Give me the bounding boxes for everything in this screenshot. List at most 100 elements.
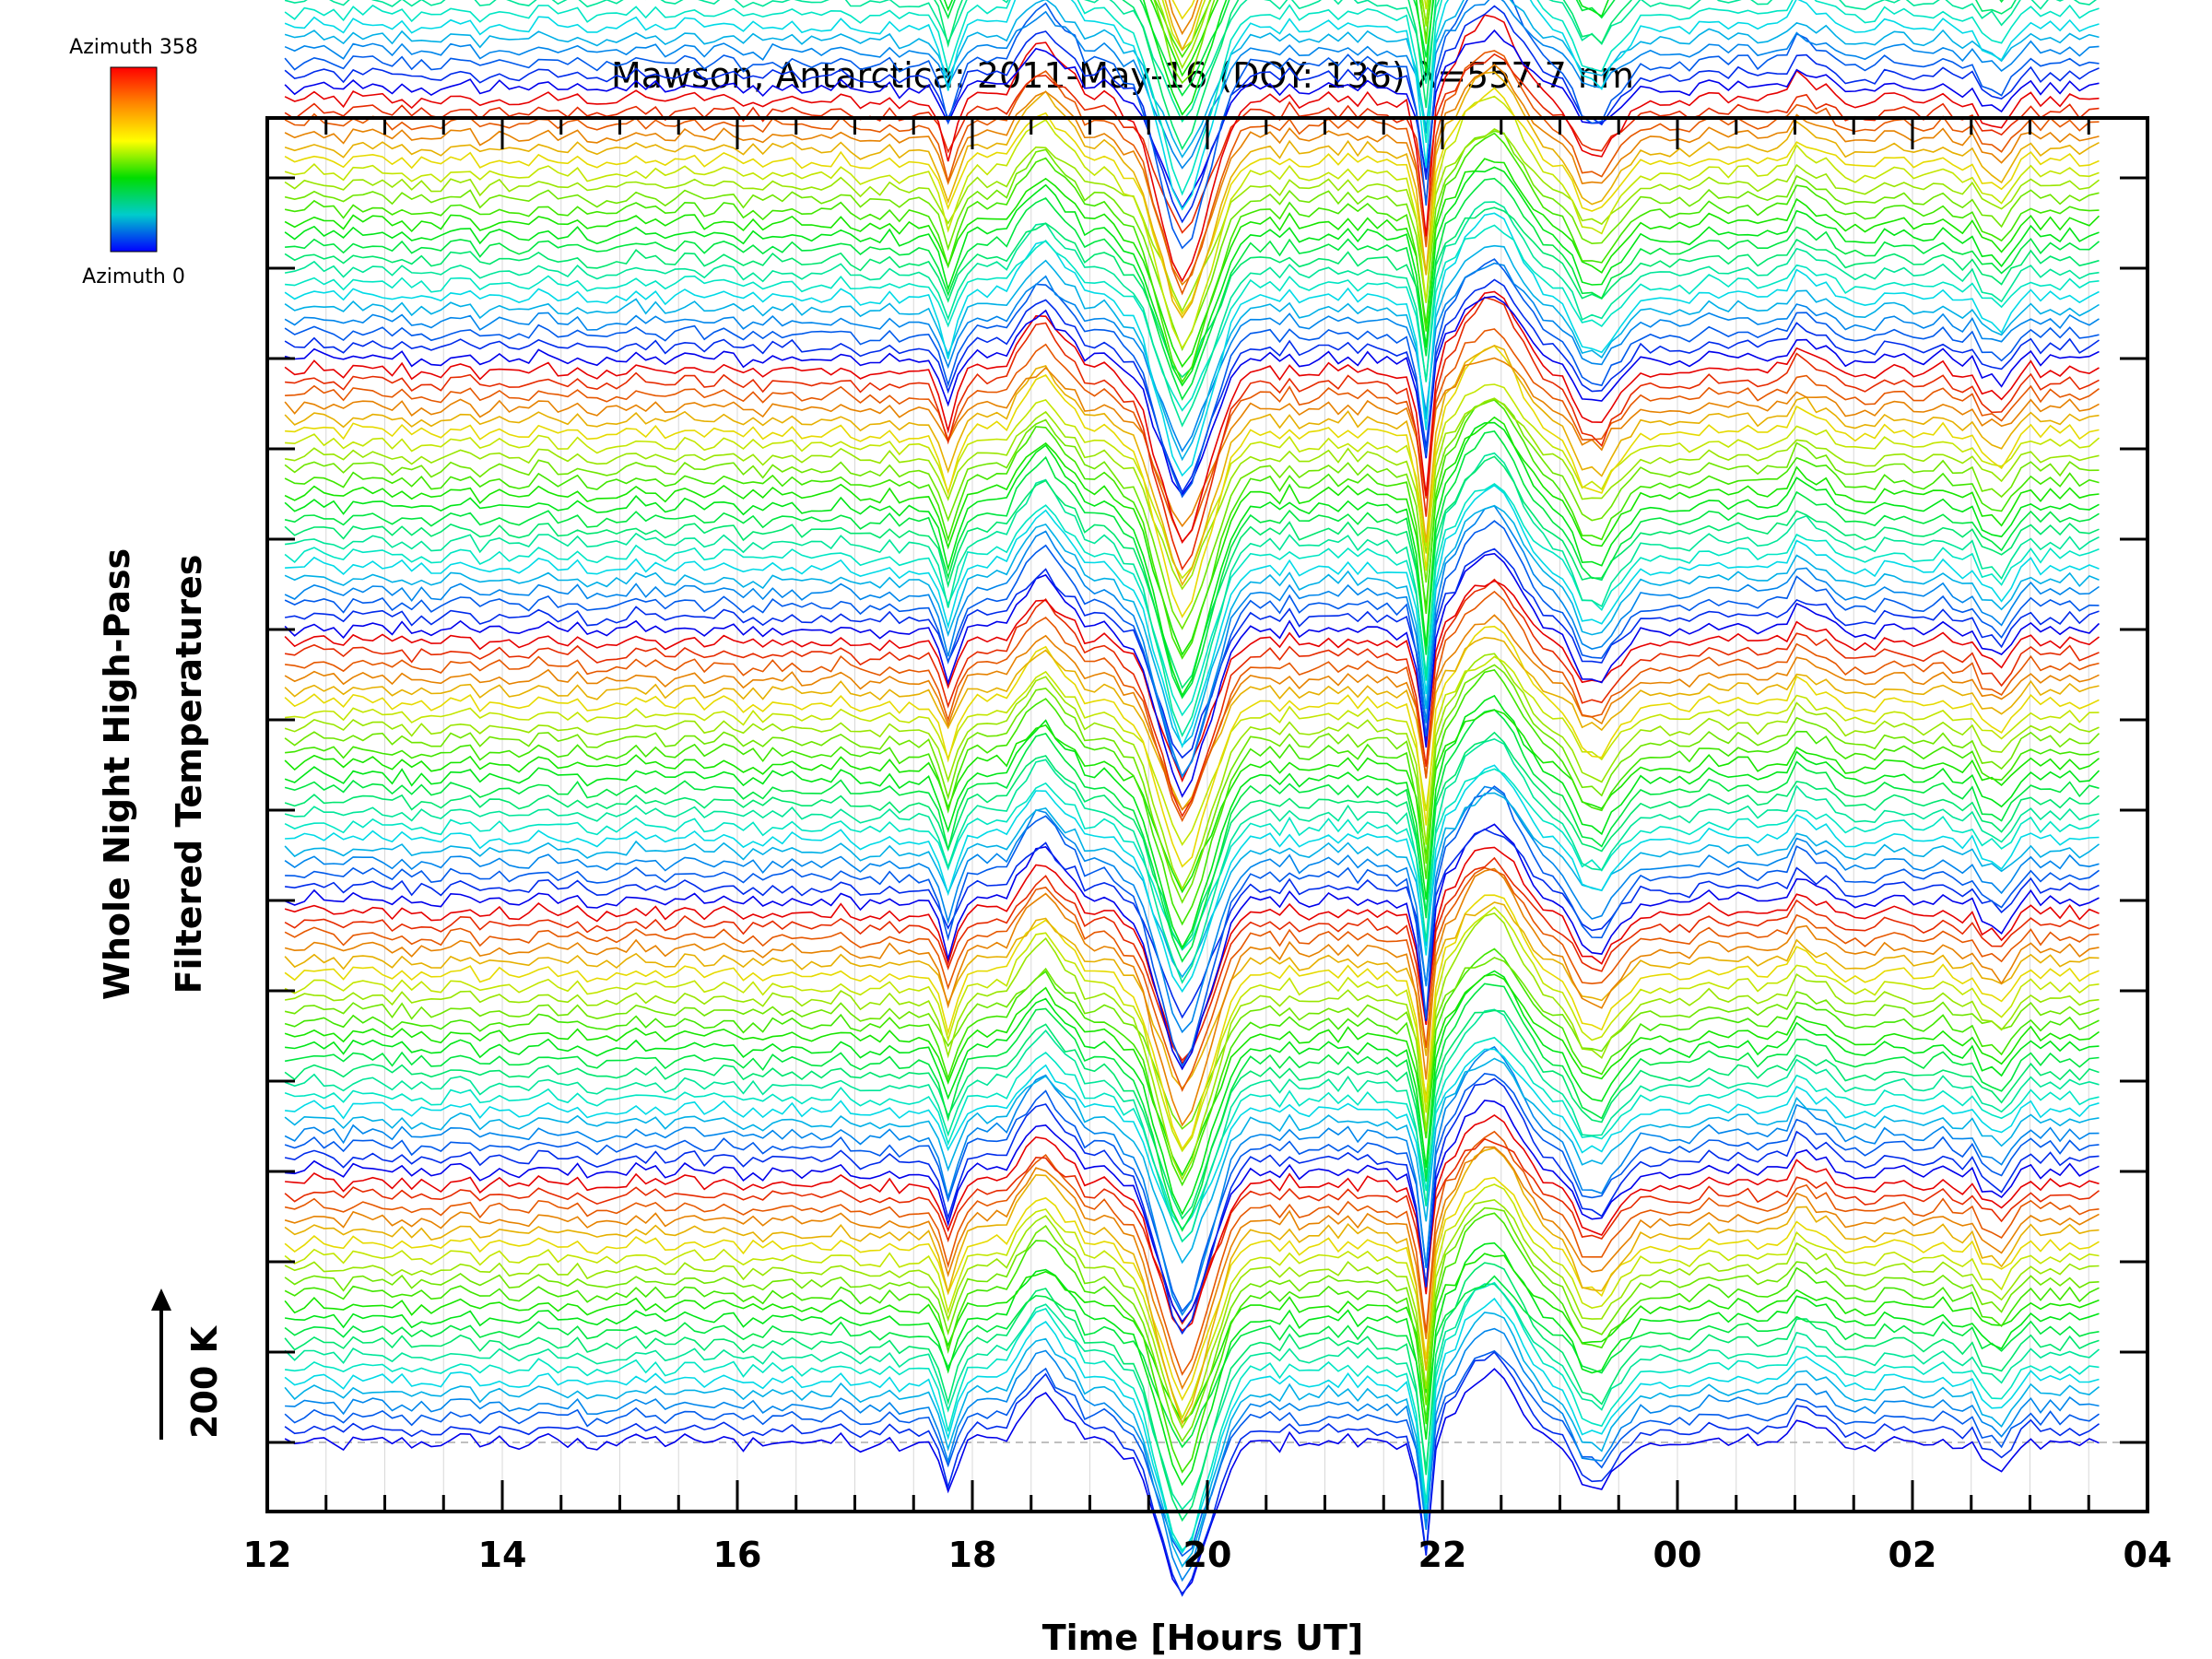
x-tick-labels: 12 14 16 18 20 22 00 02 04	[243, 1535, 2172, 1575]
trace-line	[285, 177, 2100, 401]
trace-line	[284, 1008, 2100, 1243]
trace-line	[285, 296, 2100, 571]
trace-line	[284, 1297, 2100, 1555]
trace-line	[284, 957, 2100, 1130]
trace-line	[284, 785, 2100, 1034]
trace-line	[284, 201, 2100, 428]
x-ticks	[324, 118, 2090, 1512]
trace-line	[284, 416, 2100, 656]
trace-line	[284, 64, 2100, 287]
trace-line	[284, 1212, 2100, 1474]
scale-indicator: 200 K	[151, 1288, 225, 1440]
y-axis-label-line1: Whole Night High-Pass	[97, 548, 137, 1000]
colorbar: Azimuth 358 Azimuth 0	[69, 36, 198, 288]
trace-line	[284, 982, 2100, 1232]
trace-line	[284, 709, 2100, 894]
trace-line	[284, 504, 2100, 779]
trace-line	[284, 625, 2100, 868]
scale-arrow-head	[151, 1288, 171, 1311]
trace-line	[284, 823, 2100, 1071]
trace-line	[284, 262, 2100, 453]
trace-line	[284, 1350, 2100, 1597]
trace-line	[285, 1114, 2100, 1332]
colorbar-bottom-label: Azimuth 0	[82, 265, 185, 288]
trace-line	[284, 397, 2100, 591]
trace-line	[284, 5, 2100, 224]
trace-line	[285, 655, 2100, 846]
grid	[325, 118, 2089, 1512]
trace-line	[285, 764, 2100, 994]
trace-line	[284, 132, 2100, 384]
trace-line	[284, 399, 2100, 660]
trace-line	[284, 53, 2100, 234]
trace-line	[284, 636, 2100, 812]
trace-line	[284, 1183, 2100, 1420]
trace-line	[285, 1327, 2100, 1583]
trace-line	[284, 664, 2100, 904]
trace-line	[284, 290, 2100, 544]
trace-line	[284, 1036, 2100, 1230]
trace-line	[939, 0, 2005, 97]
trace-line	[285, 345, 2100, 618]
colorbar-top-label: Azimuth 358	[69, 36, 198, 59]
trace-line	[284, 1130, 2100, 1376]
trace-line	[285, 484, 2100, 748]
trace-line	[284, 212, 2100, 477]
trace-line	[284, 1312, 2100, 1568]
trace-line	[284, 130, 2100, 351]
trace-line	[284, 421, 2100, 698]
trace-line	[284, 552, 2100, 798]
trace-line	[284, 1206, 2100, 1443]
trace-line	[284, 0, 2100, 211]
trace-line	[284, 912, 2100, 1182]
y-ticks	[267, 176, 2147, 1444]
trace-line	[284, 547, 2100, 759]
trace-line	[1164, 0, 1203, 52]
trace-line	[284, 1009, 2100, 1220]
trace-line	[284, 1077, 2100, 1335]
trace-line	[284, 1147, 2100, 1426]
trace-line	[284, 1176, 2100, 1402]
trace-line	[285, 668, 2100, 926]
trace-line	[284, 430, 2100, 700]
trace-line	[284, 768, 2100, 951]
trace-line	[284, 578, 2100, 818]
x-tick-label: 14	[478, 1535, 527, 1575]
trace-line	[284, 866, 2100, 1092]
trace-line	[285, 785, 2100, 1068]
trace-line	[284, 1198, 2100, 1430]
trace-line	[284, 973, 2100, 1177]
trace-line	[284, 894, 2100, 1151]
x-tick-label: 12	[243, 1535, 292, 1575]
trace-line	[284, 653, 2100, 891]
trace-line	[284, 128, 2100, 313]
trace-line	[934, 0, 2017, 151]
trace-line	[284, 737, 2100, 984]
trace-line	[284, 1241, 2100, 1487]
trace-line	[284, 244, 2100, 462]
trace-line	[1171, 0, 1195, 20]
trace-line	[1161, 0, 1429, 52]
trace-line	[284, 1275, 2100, 1449]
trace-line	[284, 1253, 2100, 1424]
y-axis-label-line2: Filtered Temperatures	[169, 555, 209, 994]
trace-line	[284, 1057, 2100, 1265]
trace-line	[284, 906, 2100, 1153]
trace-line	[1168, 0, 1199, 36]
x-axis-label: Time [Hours UT]	[1042, 1618, 1364, 1658]
x-tick-label: 00	[1653, 1535, 1702, 1575]
trace-line	[284, 455, 2100, 689]
trace-line	[284, 1283, 2100, 1512]
trace-line	[285, 590, 2100, 822]
trace-line	[1149, 0, 1432, 77]
trace-line	[284, 258, 2100, 499]
traces	[284, 0, 2100, 1597]
trace-line	[284, 158, 2100, 369]
trace-line	[284, 345, 2100, 587]
trace-line	[284, 278, 2100, 494]
trace-line	[284, 483, 2100, 717]
trace-line	[285, 828, 2100, 1019]
trace-line	[284, 71, 2100, 319]
scale-label: 200 K	[184, 1324, 225, 1439]
